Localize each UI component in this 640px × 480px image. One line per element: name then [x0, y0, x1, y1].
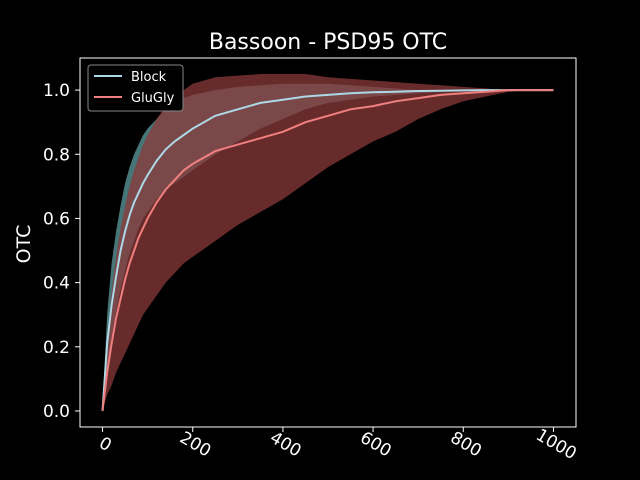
y-tick-label: 0.2	[43, 338, 70, 358]
plot-frame	[79, 57, 577, 428]
y-axis-label: OTC	[13, 225, 35, 264]
y-tick-label: 0.8	[43, 145, 70, 165]
legend-label: GluGly	[131, 91, 175, 106]
legend-label: Block	[131, 70, 167, 85]
series-line-block	[101, 89, 554, 412]
chart-title: Bassoon - PSD95 OTC	[209, 30, 447, 55]
y-tick-label: 0.0	[43, 402, 70, 422]
series-line-glugly	[101, 89, 554, 412]
y-tick-label: 1.0	[43, 81, 70, 101]
plot-area	[101, 74, 554, 412]
y-tick-label: 0.6	[43, 209, 70, 229]
legend: Block GluGly	[87, 64, 184, 112]
y-tick-label: 0.4	[43, 274, 70, 294]
band-glugly	[102, 74, 554, 411]
